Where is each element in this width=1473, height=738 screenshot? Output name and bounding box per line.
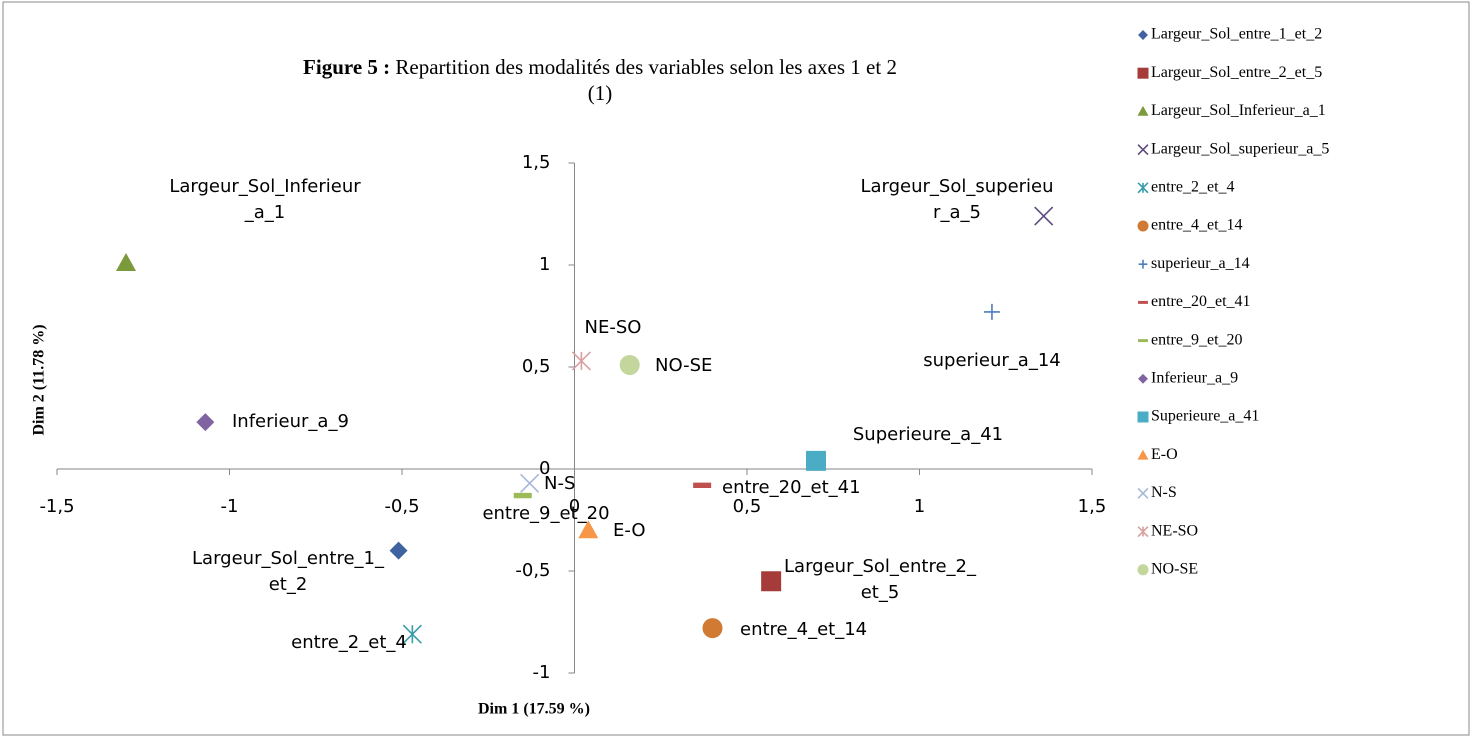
data-label: superieur_a_14 bbox=[923, 350, 1061, 371]
legend-marker bbox=[1138, 259, 1148, 269]
point bbox=[116, 252, 136, 271]
legend-marker bbox=[1137, 182, 1149, 194]
point bbox=[806, 450, 826, 471]
legend-label: Largeur_Sol_entre_1_et_2 bbox=[1151, 26, 1322, 43]
legend-marker bbox=[1137, 411, 1149, 423]
legend-marker bbox=[1137, 564, 1149, 576]
y-axis-title: Dim 2 (11.78 %) bbox=[31, 324, 48, 435]
data-label: entre_20_et_41 bbox=[722, 477, 861, 498]
legend-label: entre_2_et_4 bbox=[1151, 178, 1235, 195]
legend-marker bbox=[1137, 105, 1149, 116]
legend-label: NO-SE bbox=[1151, 560, 1198, 577]
y-tick-label: 1,5 bbox=[522, 152, 551, 173]
data-label: Inferieur_a_9 bbox=[232, 411, 349, 432]
legend-marker bbox=[1138, 339, 1148, 343]
y-tick-label: 0 bbox=[539, 458, 550, 479]
y-tick-label: 1 bbox=[539, 254, 550, 275]
legend-marker bbox=[1138, 30, 1148, 40]
point bbox=[389, 541, 408, 560]
data-label: NO-SE bbox=[655, 355, 713, 376]
data-label: E-O bbox=[613, 520, 646, 541]
legend-label: NE-SO bbox=[1151, 522, 1198, 539]
point bbox=[702, 618, 723, 639]
legend-label: Largeur_Sol_entre_2_et_5 bbox=[1151, 64, 1322, 81]
point bbox=[571, 351, 591, 371]
x-tick-label: -0,5 bbox=[384, 496, 419, 517]
point bbox=[578, 520, 599, 539]
legend-label: Inferieur_a_9 bbox=[1151, 369, 1238, 386]
legend-label: superieur_a_14 bbox=[1151, 255, 1250, 272]
data-label: Largeur_Sol_entre_2_et_5 bbox=[784, 556, 976, 603]
title-text: Repartition des modalités des variables … bbox=[395, 55, 897, 105]
legend-marker bbox=[1137, 487, 1149, 499]
point bbox=[513, 492, 532, 499]
legend-marker bbox=[1138, 373, 1148, 384]
point bbox=[693, 482, 712, 489]
legend-label: Superieure_a_41 bbox=[1151, 408, 1259, 425]
data-label: Largeur_Sol_entre_1_et_2 bbox=[192, 548, 384, 595]
x-tick-label: -1 bbox=[221, 496, 239, 517]
y-tick-label: -1 bbox=[533, 662, 551, 683]
title-label: Figure 5 : bbox=[303, 55, 391, 79]
point bbox=[520, 473, 540, 493]
legend-marker bbox=[1138, 300, 1148, 304]
legend-marker bbox=[1137, 144, 1149, 156]
legend-label: entre_4_et_14 bbox=[1151, 217, 1243, 234]
y-tick-label: -0,5 bbox=[515, 560, 550, 581]
data-label: Largeur_Sol_superieur_a_5 bbox=[860, 176, 1054, 223]
x-tick-label: 0,5 bbox=[733, 496, 762, 517]
legend-marker bbox=[1137, 220, 1149, 232]
data-label: Superieure_a_41 bbox=[852, 424, 1004, 445]
legend-marker bbox=[1137, 67, 1149, 79]
chart-title: Figure 5 : Repartition des modalités des… bbox=[300, 54, 900, 106]
legend-label: entre_20_et_41 bbox=[1151, 293, 1251, 310]
point bbox=[983, 303, 1000, 320]
legend-label: entre_9_et_20 bbox=[1151, 331, 1243, 348]
x-tick-label: -1,5 bbox=[39, 496, 74, 517]
legend-marker bbox=[1137, 526, 1149, 538]
x-tick-label: 1,5 bbox=[1078, 496, 1107, 517]
legend-marker bbox=[1137, 449, 1149, 460]
data-label: NE-SO bbox=[584, 317, 642, 338]
point bbox=[761, 571, 782, 592]
point bbox=[1034, 206, 1054, 226]
legend-label: Largeur_Sol_superieur_a_5 bbox=[1151, 140, 1329, 157]
legend-label: N-S bbox=[1151, 484, 1177, 501]
point bbox=[402, 624, 422, 644]
data-label: entre_2_et_4 bbox=[291, 632, 407, 653]
data-label: entre_4_et_14 bbox=[740, 619, 868, 640]
point bbox=[619, 354, 640, 375]
y-tick-label: 0,5 bbox=[522, 356, 551, 377]
x-axis-title: Dim 1 (17.59 %) bbox=[478, 701, 590, 718]
data-label: N-S bbox=[544, 473, 576, 494]
data-label: entre_9_et_20 bbox=[482, 503, 610, 524]
x-tick-label: 1 bbox=[914, 496, 925, 517]
legend-label: Largeur_Sol_Inferieur_a_1 bbox=[1151, 102, 1326, 119]
data-label: Largeur_Sol_Inferieur_a_1 bbox=[169, 176, 361, 223]
point bbox=[196, 413, 215, 432]
legend-label: E-O bbox=[1151, 446, 1178, 463]
x-tick-label: 0 bbox=[569, 496, 580, 517]
